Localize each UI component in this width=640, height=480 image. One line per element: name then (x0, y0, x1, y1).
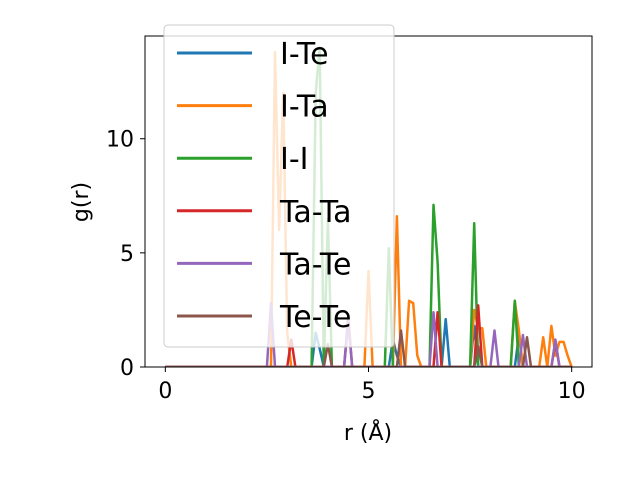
x-axis-label: r (Å) (344, 419, 392, 446)
legend-box (163, 24, 395, 348)
y-tick-label: 5 (120, 242, 134, 267)
x-tick-label: 0 (158, 379, 172, 404)
y-tick-label: 10 (106, 128, 134, 153)
y-axis-label: g(r) (69, 182, 94, 222)
legend: I-Te I-Ta I-I Ta-Ta Ta-Te Te-Te (163, 24, 395, 348)
legend-label-te-te: Te-Te (279, 300, 351, 335)
series-line-te-te (165, 329, 572, 367)
legend-label-i-ta: I-Ta (280, 90, 329, 125)
y-tick-label: 0 (120, 356, 134, 381)
legend-label-ta-te: Ta-Te (279, 247, 352, 282)
legend-label-i-i: I-I (280, 142, 309, 177)
x-axis: 0 5 10 (158, 367, 586, 404)
x-tick-label: 10 (558, 379, 586, 404)
legend-label-ta-ta: Ta-Ta (279, 195, 352, 230)
series-line-i-ta (165, 50, 573, 367)
x-tick-label: 5 (362, 379, 376, 404)
y-axis: 0 5 10 (106, 128, 145, 381)
series-line-i-te (165, 317, 572, 367)
legend-label-i-te: I-Te (280, 37, 329, 72)
